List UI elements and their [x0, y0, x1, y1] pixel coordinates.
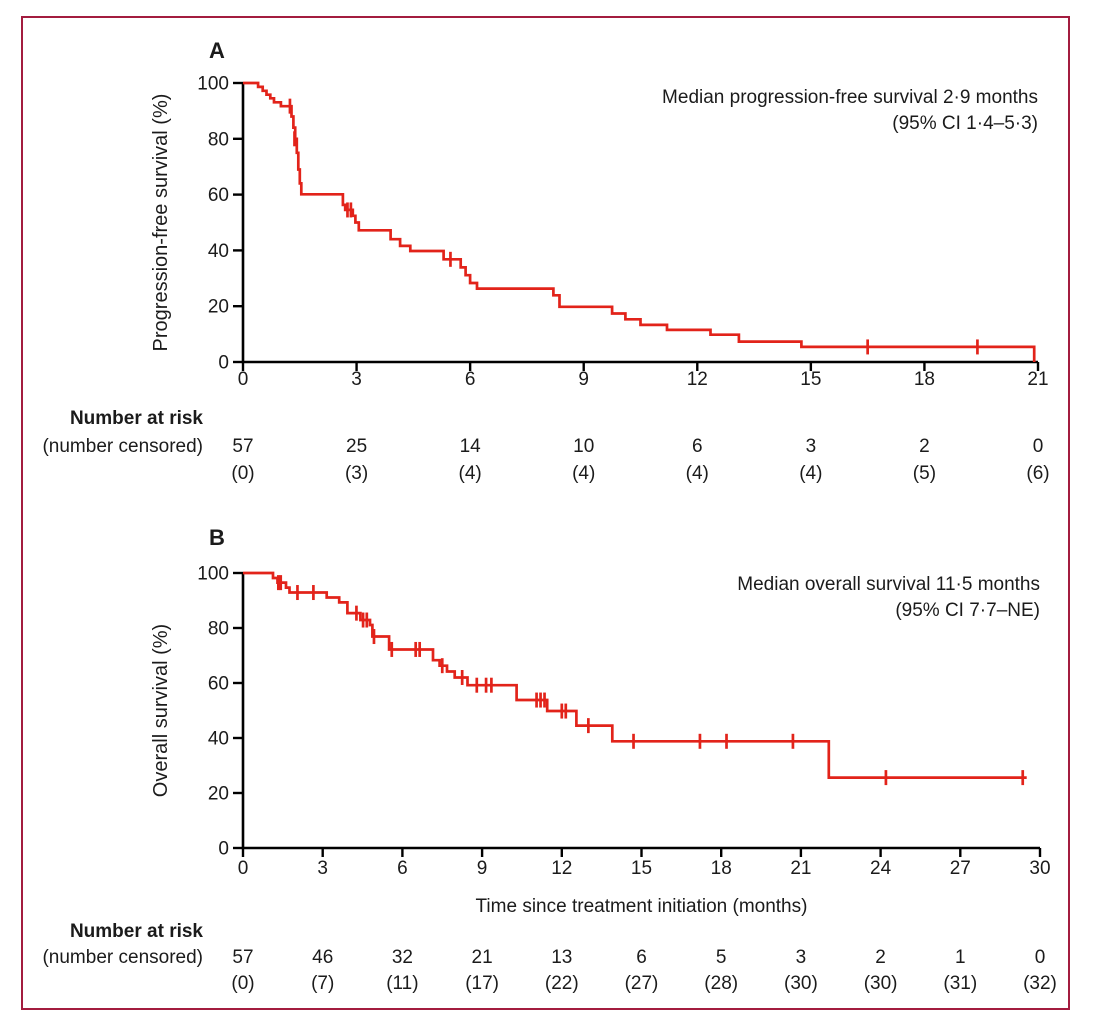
panel-a-x-tick-label: 6	[465, 369, 476, 390]
panel-b-x-tick-label: 24	[870, 858, 892, 879]
panel-b-at-risk-value: 21	[472, 947, 493, 968]
panel-a-at-risk-value: 0	[1033, 436, 1044, 457]
panel-b-censored-value: (30)	[864, 973, 898, 994]
panel-b-at-risk-value: 5	[716, 947, 727, 968]
panel-a-censored-value: (0)	[231, 463, 254, 484]
panel-b-at-risk-value: 6	[636, 947, 647, 968]
panel-a-x-tick-label: 12	[687, 369, 708, 390]
panel-a-x-tick-label: 3	[351, 369, 362, 390]
panel-a-at-risk-value: 10	[573, 436, 594, 457]
panel-a-censored-value: (4)	[572, 463, 595, 484]
panel-b-censored-value: (7)	[311, 973, 334, 994]
panel-a-x-tick-label: 9	[578, 369, 589, 390]
panel-b-x-tick-label: 15	[631, 858, 652, 879]
panel-b-x-tick-label: 18	[711, 858, 732, 879]
panel-a-km-curve	[243, 81, 1036, 362]
panel-b-x-tick-label: 30	[1029, 858, 1050, 879]
panel-b-censored-value: (11)	[386, 973, 418, 994]
panel-b-x-tick-label: 0	[238, 858, 249, 879]
panel-a-censored-value: (4)	[799, 463, 822, 484]
panel-a-median-annotation: Median progression-free survival 2·9 mon…	[662, 87, 1038, 108]
panel-b-y-tick-label: 80	[208, 619, 229, 640]
panel-a-risk-subheader: (number censored)	[42, 436, 203, 457]
panel-a-y-tick-label: 40	[208, 241, 229, 262]
panel-a-x-tick-label: 15	[800, 369, 821, 390]
panel-b-at-risk-value: 32	[392, 947, 413, 968]
panel-b-censored-value: (32)	[1023, 973, 1057, 994]
panel-b-median-annotation: Median overall survival 11·5 months	[737, 574, 1040, 595]
panel-b-risk-header: Number at risk	[70, 921, 203, 942]
panel-b-censored-value: (31)	[943, 973, 977, 994]
panel-a-y-tick-label: 60	[208, 185, 229, 206]
panel-a-x-tick-label: 18	[914, 369, 935, 390]
panel-b-y-tick-label: 40	[208, 729, 229, 750]
panel-a-at-risk-value: 3	[806, 436, 817, 457]
panel-b-censored-value: (22)	[545, 973, 579, 994]
panel-b-median-annotation: (95% CI 7·7–NE)	[895, 600, 1040, 621]
panel-b-km-curve	[243, 571, 1027, 779]
panel-a-y-tick-label: 100	[197, 74, 229, 95]
panel-a-y-tick-label: 80	[208, 129, 229, 150]
panel-a-censored-value: (3)	[345, 463, 368, 484]
panel-b-x-tick-label: 21	[790, 858, 811, 879]
panel-b-y-tick-label: 20	[208, 784, 229, 805]
panel-a-y-tick-label: 20	[208, 297, 229, 318]
panel-b-x-tick-label: 12	[551, 858, 572, 879]
panel-a-risk-header: Number at risk	[70, 408, 203, 429]
panel-b-x-tick-label: 9	[477, 858, 488, 879]
panel-b-y-axis-title: Overall survival (%)	[150, 624, 172, 797]
panel-a-censored-value: (4)	[686, 463, 709, 484]
panel-a-at-risk-value: 57	[232, 436, 253, 457]
panel-a-x-tick-label: 0	[238, 369, 249, 390]
panel-a-label: A	[209, 38, 225, 63]
panel-b-at-risk-value: 1	[955, 947, 966, 968]
panel-a-x-tick-label: 21	[1027, 369, 1048, 390]
panel-b-label: B	[209, 525, 225, 550]
panel-b-censored-value: (17)	[465, 973, 499, 994]
panel-a-censored-value: (6)	[1026, 463, 1049, 484]
panel-a-y-tick-label: 0	[218, 353, 229, 374]
panel-a-at-risk-value: 2	[919, 436, 930, 457]
panel-b-y-tick-label: 100	[197, 564, 229, 585]
panel-a-at-risk-value: 25	[346, 436, 367, 457]
panel-b-censored-value: (30)	[784, 973, 818, 994]
panel-a-censored-value: (5)	[913, 463, 936, 484]
panel-b-risk-subheader: (number censored)	[42, 947, 203, 968]
panel-b-x-tick-label: 6	[397, 858, 408, 879]
panel-a-at-risk-value: 6	[692, 436, 703, 457]
panel-b-x-tick-label: 3	[317, 858, 328, 879]
panel-b-at-risk-value: 46	[312, 947, 333, 968]
panel-b-y-tick-label: 60	[208, 674, 229, 695]
panel-b-at-risk-value: 2	[875, 947, 886, 968]
panel-b-censored-value: (28)	[704, 973, 738, 994]
panel-b-x-axis-title: Time since treatment initiation (months)	[476, 896, 808, 917]
panel-b-censored-value: (0)	[231, 973, 254, 994]
panel-b-at-risk-value: 3	[796, 947, 807, 968]
panel-a-y-axis-title: Progression-free survival (%)	[150, 94, 172, 352]
panel-b-x-tick-label: 27	[950, 858, 971, 879]
panel-b-at-risk-value: 57	[232, 947, 253, 968]
panel-b-censored-value: (27)	[625, 973, 659, 994]
figure-border-frame	[21, 16, 1070, 1010]
panel-b-y-tick-label: 0	[218, 839, 229, 860]
panel-a-censored-value: (4)	[459, 463, 482, 484]
panel-b-at-risk-value: 13	[551, 947, 572, 968]
panel-a-at-risk-value: 14	[460, 436, 482, 457]
panel-a-median-annotation: (95% CI 1·4–5·3)	[892, 113, 1038, 134]
panel-b-at-risk-value: 0	[1035, 947, 1046, 968]
